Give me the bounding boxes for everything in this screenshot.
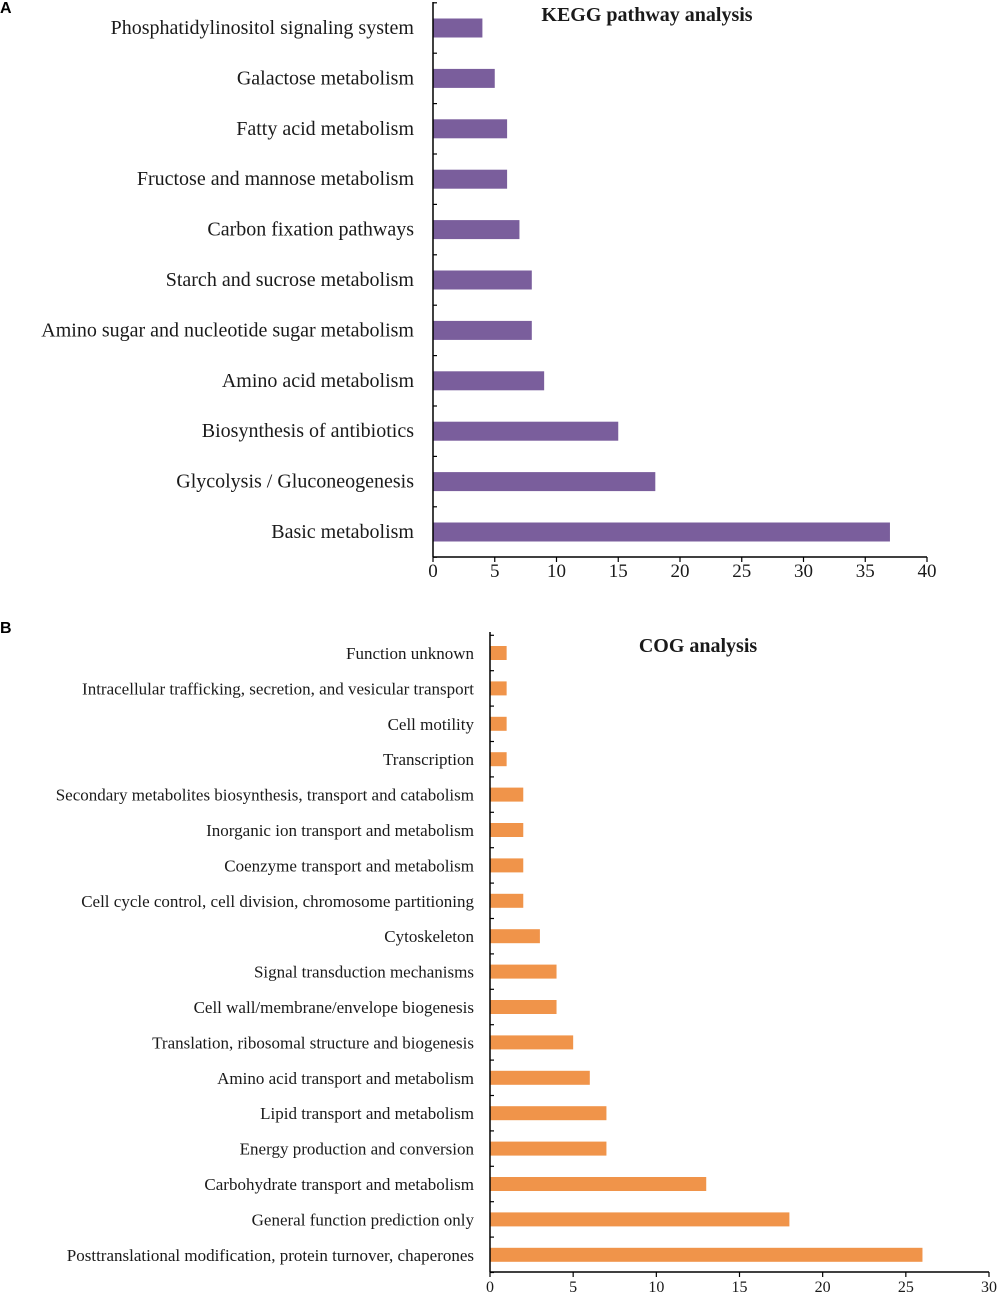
cog-bars: Function unknown Intracellular traffickin… xyxy=(56,632,997,1296)
cog-x-tick-label-5: 5 xyxy=(569,1279,577,1296)
panel-letter-b: B xyxy=(0,620,12,637)
cog-category-label-9: Cytoskeleton xyxy=(384,927,474,946)
cog-bar-1 xyxy=(490,646,507,660)
cog-panel: B COG analysis Function unknown Intracell… xyxy=(0,620,997,1296)
cog-x-tick-label-0: 0 xyxy=(486,1279,494,1296)
kegg-x-tick-label-20: 20 xyxy=(671,561,690,582)
cog-bar-11 xyxy=(490,1000,557,1014)
kegg-category-label-6: Starch and sucrose metabolism xyxy=(166,269,415,291)
kegg-bar-4 xyxy=(433,169,508,189)
kegg-x-tick-label-35: 35 xyxy=(856,561,875,582)
kegg-x-tick-label-5: 5 xyxy=(490,561,500,582)
kegg-bar-1 xyxy=(433,18,483,38)
kegg-bar-6 xyxy=(433,270,532,290)
kegg-x-tick-label-25: 25 xyxy=(732,561,751,582)
kegg-category-label-5: Carbon fixation pathways xyxy=(207,219,414,241)
cog-category-label-17: General function prediction only xyxy=(252,1210,475,1229)
cog-x-tick-label-30: 30 xyxy=(981,1279,997,1296)
kegg-bar-7 xyxy=(433,320,532,340)
cog-category-label-2: Intracellular trafficking, secretion, an… xyxy=(82,679,474,698)
cog-bar-13 xyxy=(490,1070,590,1085)
kegg-category-label-2: Galactose metabolism xyxy=(237,67,415,89)
cog-bar-5 xyxy=(490,787,524,802)
kegg-bar-9 xyxy=(433,421,619,441)
kegg-category-label-7: Amino sugar and nucleotide sugar metabol… xyxy=(41,319,414,341)
cog-bar-16 xyxy=(490,1177,707,1191)
cog-bar-18 xyxy=(490,1247,923,1262)
kegg-x-tick-label-10: 10 xyxy=(547,561,566,582)
kegg-category-label-11: Basic metabolism xyxy=(271,521,414,543)
kegg-chart-title: KEGG pathway analysis xyxy=(541,4,752,26)
kegg-panel: A KEGG pathway analysis Phosphatidylinos… xyxy=(0,0,937,582)
panel-letter-a: A xyxy=(0,0,12,17)
kegg-category-label-10: Glycolysis / Gluconeogenesis xyxy=(176,471,414,493)
kegg-x-tick-label-15: 15 xyxy=(609,561,628,582)
cog-x-tick-label-20: 20 xyxy=(815,1279,831,1296)
kegg-bar-10 xyxy=(433,472,656,492)
cog-category-label-5: Secondary metabolites biosynthesis, tran… xyxy=(56,786,474,805)
kegg-category-label-3: Fatty acid metabolism xyxy=(236,118,414,140)
cog-category-label-6: Inorganic ion transport and metabolism xyxy=(206,821,474,840)
kegg-bar-8 xyxy=(433,371,545,391)
cog-category-label-8: Cell cycle control, cell division, chrom… xyxy=(81,892,474,911)
cog-bar-3 xyxy=(490,716,507,731)
cog-bar-10 xyxy=(490,964,557,979)
cog-bar-15 xyxy=(490,1141,607,1156)
cog-category-label-15: Energy production and conversion xyxy=(240,1140,475,1159)
cog-category-label-18: Posttranslational modification, protein … xyxy=(67,1246,474,1265)
kegg-bar-5 xyxy=(433,220,520,240)
kegg-bars: Phosphatidylinositol signaling system Gal… xyxy=(41,2,937,582)
cog-x-tick-label-15: 15 xyxy=(732,1279,748,1296)
kegg-bar-3 xyxy=(433,119,508,139)
cog-bar-2 xyxy=(490,681,507,696)
cog-category-label-11: Cell wall/membrane/envelope biogenesis xyxy=(194,998,474,1017)
kegg-category-label-1: Phosphatidylinositol signaling system xyxy=(111,17,415,39)
cog-bar-9 xyxy=(490,929,540,944)
kegg-bar-11 xyxy=(433,522,890,542)
kegg-x-tick-label-40: 40 xyxy=(918,561,937,582)
cog-category-label-16: Carbohydrate transport and metabolism xyxy=(204,1175,474,1194)
cog-category-label-13: Amino acid transport and metabolism xyxy=(217,1069,474,1088)
kegg-category-label-8: Amino acid metabolism xyxy=(222,370,415,392)
cog-category-label-3: Cell motility xyxy=(388,715,475,734)
cog-x-tick-label-10: 10 xyxy=(648,1279,664,1296)
cog-bar-6 xyxy=(490,823,524,837)
cog-category-label-4: Transcription xyxy=(383,750,474,769)
cog-category-label-1: Function unknown xyxy=(346,644,474,663)
kegg-category-label-4: Fructose and mannose metabolism xyxy=(137,168,415,190)
cog-bar-8 xyxy=(490,893,524,908)
kegg-bar-2 xyxy=(433,68,495,88)
cog-category-label-10: Signal transduction mechanisms xyxy=(254,963,474,982)
kegg-category-label-9: Biosynthesis of antibiotics xyxy=(202,420,414,442)
cog-bar-7 xyxy=(490,858,524,873)
cog-category-label-12: Translation, ribosomal structure and bio… xyxy=(152,1033,474,1052)
cog-bar-14 xyxy=(490,1106,607,1121)
cog-bar-12 xyxy=(490,1035,574,1050)
kegg-x-tick-label-0: 0 xyxy=(428,561,438,582)
cog-category-label-14: Lipid transport and metabolism xyxy=(260,1104,474,1123)
cog-chart-title: COG analysis xyxy=(639,635,758,657)
cog-bar-4 xyxy=(490,752,507,767)
cog-x-tick-label-25: 25 xyxy=(898,1279,914,1296)
kegg-x-tick-label-30: 30 xyxy=(794,561,813,582)
cog-bar-17 xyxy=(490,1212,790,1227)
cog-category-label-7: Coenzyme transport and metabolism xyxy=(224,856,474,875)
